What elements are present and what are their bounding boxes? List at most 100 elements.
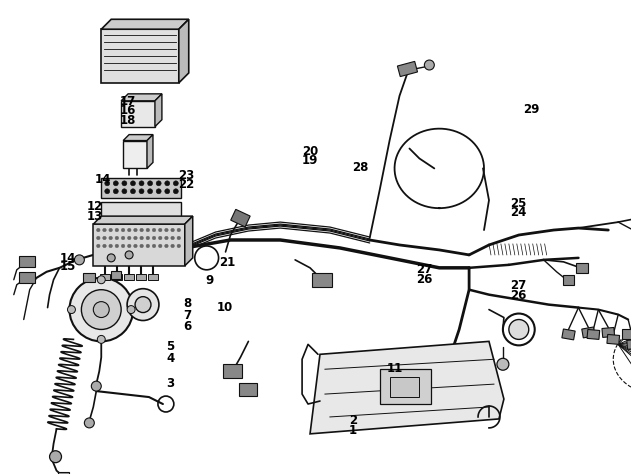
Circle shape (165, 228, 168, 232)
Text: 22: 22 (178, 178, 194, 191)
Polygon shape (147, 134, 153, 169)
Circle shape (125, 251, 133, 259)
Circle shape (82, 290, 121, 330)
Circle shape (96, 228, 100, 232)
Circle shape (122, 189, 127, 194)
Bar (148, 274, 158, 280)
Polygon shape (19, 256, 35, 267)
Polygon shape (563, 275, 575, 285)
Polygon shape (93, 216, 192, 224)
Circle shape (91, 381, 101, 391)
Circle shape (103, 228, 106, 232)
Bar (389, 377, 420, 397)
Bar (93, 224, 185, 266)
Bar (380, 369, 431, 404)
Circle shape (177, 244, 180, 248)
Circle shape (165, 244, 168, 248)
Circle shape (122, 228, 125, 232)
Circle shape (127, 244, 131, 248)
Text: 26: 26 (510, 289, 526, 302)
Text: 27: 27 (417, 263, 433, 276)
Text: 23: 23 (178, 169, 194, 181)
Polygon shape (632, 354, 633, 364)
Polygon shape (155, 94, 162, 127)
Circle shape (134, 228, 137, 232)
Text: 14: 14 (94, 173, 111, 186)
Polygon shape (230, 209, 250, 227)
Polygon shape (312, 273, 332, 287)
Polygon shape (185, 216, 192, 266)
Circle shape (127, 305, 135, 314)
Circle shape (96, 236, 100, 240)
Circle shape (109, 236, 113, 240)
Polygon shape (582, 327, 595, 338)
Circle shape (135, 297, 151, 313)
Polygon shape (577, 263, 589, 273)
Text: 13: 13 (87, 210, 103, 223)
Circle shape (109, 228, 113, 232)
Circle shape (104, 189, 110, 194)
Polygon shape (239, 383, 258, 396)
Polygon shape (587, 330, 599, 340)
Circle shape (130, 189, 135, 194)
Circle shape (97, 335, 105, 343)
Circle shape (173, 189, 179, 194)
Circle shape (171, 244, 175, 248)
Circle shape (139, 189, 144, 194)
Circle shape (147, 189, 153, 194)
Text: 25: 25 (510, 197, 526, 210)
Circle shape (122, 244, 125, 248)
Polygon shape (310, 342, 504, 434)
Circle shape (93, 302, 110, 317)
Circle shape (140, 244, 144, 248)
Circle shape (68, 305, 75, 314)
Polygon shape (84, 273, 96, 282)
Text: 12: 12 (87, 200, 103, 213)
Bar (136, 274, 146, 280)
Circle shape (153, 236, 156, 240)
Polygon shape (179, 19, 189, 83)
Circle shape (84, 418, 94, 428)
Circle shape (153, 244, 156, 248)
Circle shape (165, 181, 170, 186)
Circle shape (146, 228, 149, 232)
Text: 18: 18 (120, 114, 136, 127)
Polygon shape (123, 134, 153, 141)
Polygon shape (627, 340, 633, 349)
Text: 9: 9 (205, 274, 214, 286)
Circle shape (115, 244, 118, 248)
Text: 6: 6 (184, 320, 192, 333)
Text: 5: 5 (166, 340, 175, 352)
Polygon shape (602, 327, 615, 337)
Circle shape (104, 181, 110, 186)
Text: 4: 4 (166, 352, 175, 365)
Text: 3: 3 (166, 378, 175, 390)
Circle shape (173, 181, 179, 186)
Text: 7: 7 (184, 309, 192, 322)
Polygon shape (562, 329, 575, 340)
Circle shape (113, 181, 118, 186)
Polygon shape (101, 19, 189, 29)
Circle shape (97, 276, 105, 284)
Text: 26: 26 (417, 273, 433, 285)
Circle shape (130, 181, 135, 186)
Bar (123, 141, 147, 169)
Bar (112, 274, 122, 280)
Circle shape (75, 255, 84, 265)
Circle shape (497, 358, 509, 370)
Polygon shape (19, 272, 35, 283)
Circle shape (115, 228, 118, 232)
Bar (101, 178, 181, 198)
Circle shape (140, 236, 144, 240)
Bar (101, 29, 179, 83)
Text: 10: 10 (217, 301, 234, 314)
Text: 17: 17 (120, 95, 136, 108)
Polygon shape (121, 94, 162, 101)
Text: 20: 20 (302, 145, 318, 158)
Text: 28: 28 (353, 161, 369, 174)
Text: 11: 11 (387, 362, 403, 375)
Polygon shape (398, 61, 418, 76)
Bar (121, 101, 155, 127)
Text: 24: 24 (510, 207, 526, 219)
Circle shape (156, 181, 161, 186)
